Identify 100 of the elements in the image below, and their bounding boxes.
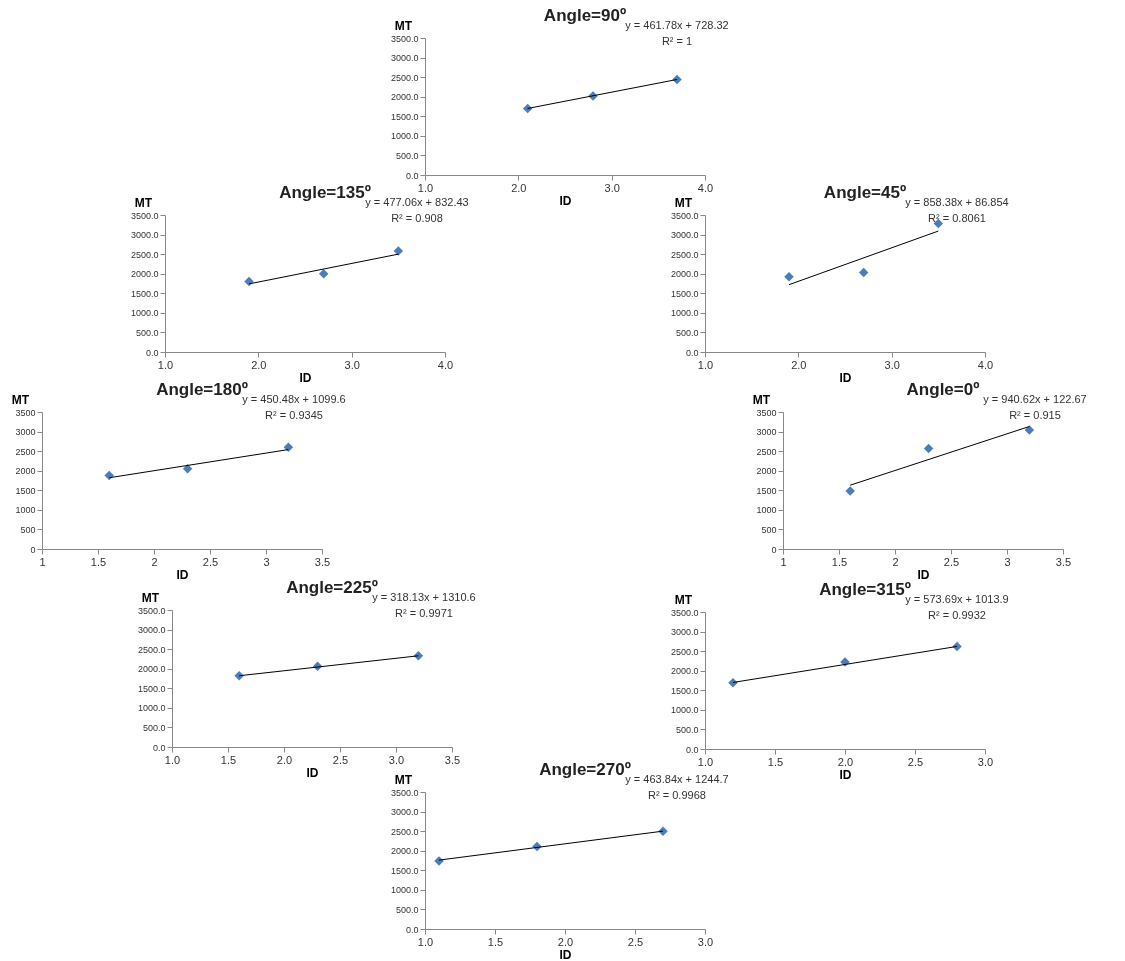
x-tick-label: 2.0 (557, 935, 574, 948)
y-tick-label: 2500.0 (130, 249, 159, 260)
y-axis-title: MT (11, 392, 30, 407)
point (182, 464, 193, 474)
x-tick-label: 2.0 (791, 358, 807, 371)
x-tick-label: 4.0 (977, 358, 994, 371)
x-tick-label: 1 (780, 555, 787, 568)
x-axis-title: ID (839, 370, 852, 385)
y-tick-label: 2000.0 (390, 846, 419, 857)
x-tick-label: 3.5 (444, 753, 461, 766)
point (283, 442, 294, 452)
x-tick-label: 1.0 (697, 358, 714, 371)
x-tick-label: 1.5 (767, 755, 784, 768)
y-tick-label: 2000.0 (137, 664, 166, 675)
x-tick-label: 2.0 (276, 753, 293, 766)
x-tick-label: 1 (39, 555, 46, 568)
y-tick-label: 2500.0 (390, 72, 419, 83)
x-tick-label: 3.0 (604, 181, 620, 194)
annotation: R² = 0.9345 (265, 409, 323, 421)
y-tick-label: 2000 (756, 466, 777, 477)
y-tick-label: 1000.0 (670, 308, 699, 319)
text: y = 940.62x + 122.67 (983, 393, 1087, 405)
y-tick-label: 3500.0 (137, 605, 166, 616)
x-tick-label: 2.5 (943, 555, 960, 568)
y-tick-label: 3500.0 (670, 210, 699, 221)
y-tick-label: 500.0 (142, 722, 166, 733)
chart-title: Angle=45º (823, 183, 907, 202)
y-tick-label: 3000 (756, 427, 777, 438)
y-axis-title: MT (674, 195, 693, 210)
x-tick-label: 3.0 (977, 755, 994, 768)
x-tick-label: 3.0 (344, 358, 360, 371)
x-tick-label: 2.5 (202, 555, 219, 568)
annotation: R² = 0.8061 (928, 212, 986, 224)
y-tick-label: 2000.0 (670, 666, 699, 677)
y-tick-label: 2000 (15, 466, 36, 477)
x-tick-label: 2 (892, 555, 899, 568)
y-tick-label: 0.0 (685, 744, 699, 755)
y-tick-label: 1000 (15, 505, 36, 516)
point (923, 443, 934, 454)
y-tick-label: 2500 (756, 446, 777, 457)
y-tick-label: 1500.0 (670, 288, 699, 299)
y-tick-label: 3000.0 (130, 230, 159, 241)
y-tick-label: 2500.0 (670, 646, 699, 657)
x-tick-label: 3.0 (388, 753, 405, 766)
x-axis-title: ID (559, 193, 572, 208)
x-tick-label: 1.0 (417, 181, 434, 194)
y-tick-label: 2000.0 (390, 92, 419, 103)
annotation: R² = 1 (661, 35, 693, 47)
x-tick-label: 3 (263, 555, 270, 568)
y-tick-label: 2500.0 (137, 644, 166, 655)
y-tick-label: 3500.0 (390, 33, 419, 44)
x-tick-label: 3.5 (314, 555, 331, 568)
chart-title: Angle=0º (906, 380, 980, 399)
y-tick-label: 1500.0 (137, 683, 166, 694)
y-tick-label: 500 (761, 524, 777, 535)
x-tick-label: 2.0 (251, 358, 267, 371)
y-tick-label: 3000.0 (670, 230, 699, 241)
y-tick-label: 500.0 (395, 150, 419, 161)
text: y = 858.38x + 86.854 (905, 196, 1009, 208)
y-tick-label: 0 (30, 544, 36, 555)
x-axis-title: ID (917, 567, 930, 582)
y-tick-label: 1500 (756, 485, 777, 496)
x-axis-title: ID (299, 370, 312, 385)
x-tick-label: 4.0 (437, 358, 454, 371)
y-tick-label: 3000 (15, 427, 36, 438)
annotation: R² = 0.9971 (395, 607, 453, 619)
x-tick-label: 2 (151, 555, 158, 568)
y-axis-title: MT (674, 592, 693, 607)
y-axis-title: MT (394, 772, 413, 787)
x-tick-label: 1.0 (417, 935, 434, 948)
y-tick-label: 2000.0 (130, 269, 159, 280)
chart-title: Angle=90º (543, 6, 627, 25)
annotation: R² = 0.9968 (648, 789, 706, 801)
x-tick-label: 3 (1004, 555, 1011, 568)
y-tick-label: 0.0 (685, 347, 699, 358)
y-tick-label: 1500.0 (390, 111, 419, 122)
y-axis-title: MT (752, 392, 771, 407)
x-tick-label: 3.0 (884, 358, 900, 371)
y-axis-title: MT (134, 195, 153, 210)
y-tick-label: 0.0 (405, 170, 419, 181)
x-tick-label: 4.0 (697, 181, 714, 194)
y-tick-label: 1000.0 (130, 308, 159, 319)
y-tick-label: 1000 (756, 505, 777, 516)
annotation: R² = 0.908 (391, 212, 443, 224)
x-axis-title: ID (839, 767, 852, 782)
x-tick-label: 1.5 (487, 935, 504, 948)
point (1024, 425, 1035, 435)
x-tick-label: 1.0 (164, 753, 181, 766)
y-tick-label: 3500.0 (390, 787, 419, 798)
y-tick-label: 500 (20, 524, 36, 535)
x-axis-title: ID (176, 567, 189, 582)
x-tick-label: 2.5 (907, 755, 924, 768)
x-tick-label: 1.0 (157, 358, 174, 371)
y-tick-label: 1500 (15, 485, 36, 496)
y-tick-label: 3000.0 (670, 627, 699, 638)
y-tick-label: 500.0 (395, 904, 419, 915)
y-axis-title: MT (141, 590, 160, 605)
text: y = 461.78x + 728.32 (625, 19, 729, 31)
x-tick-label: 1.5 (220, 753, 237, 766)
y-tick-label: 1000.0 (390, 885, 419, 896)
